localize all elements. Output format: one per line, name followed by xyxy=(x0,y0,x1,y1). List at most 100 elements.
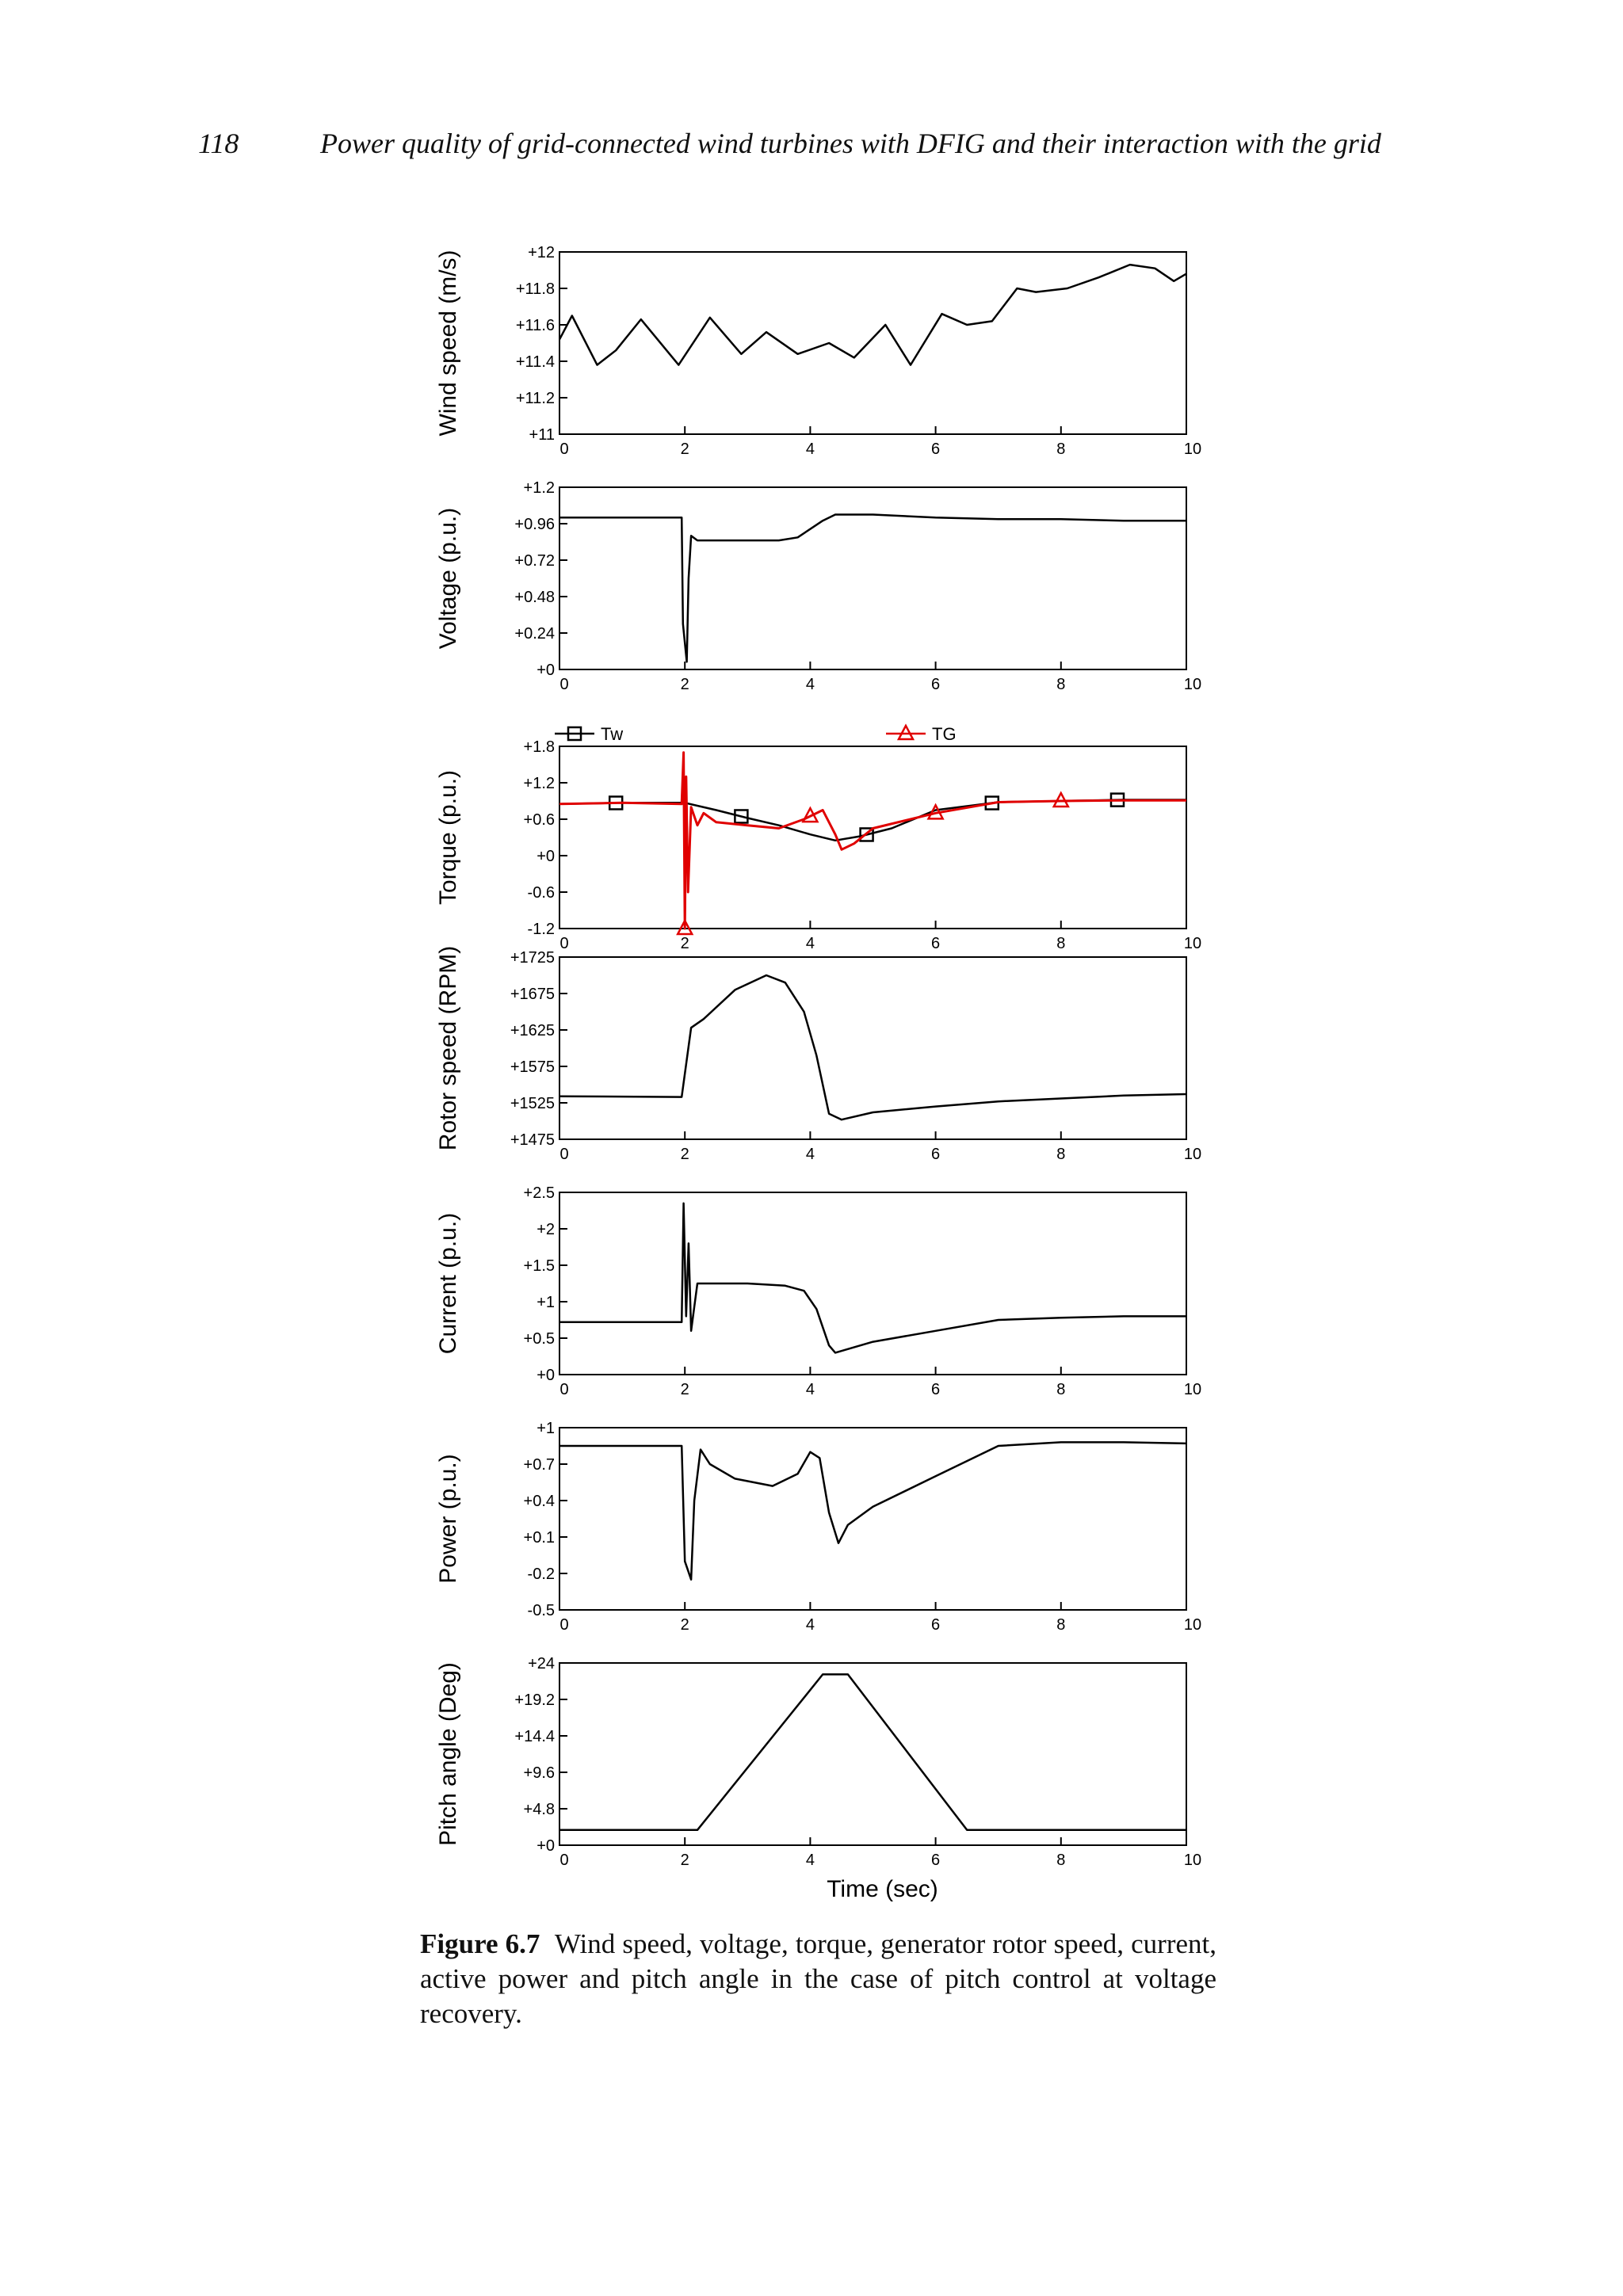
legend-label: TG xyxy=(932,724,957,744)
chart-panel: -0.5 -0.2 +0.1 +0.4 +0.7 +1 0 2 4 6 8 10 Power (p.u.… xyxy=(435,1420,1201,1634)
chart-panel: +0 +0.5 +1 +1.5 +2 +2.5 0 2 4 6 8 10 Current (p.u.) xyxy=(435,1184,1201,1398)
y-tick-label: +0 xyxy=(537,1367,555,1384)
y-axis-label: Voltage (p.u.) xyxy=(435,508,461,649)
x-tick-label: 2 xyxy=(681,441,689,458)
y-tick-label: +0.1 xyxy=(524,1529,555,1547)
plot-frame xyxy=(559,956,1187,1140)
legend-marker-square xyxy=(567,726,582,742)
x-tick-label: 6 xyxy=(931,1616,940,1634)
y-tick-label: +11.6 xyxy=(516,317,555,334)
chart-panel: +1475 +1525 +1575 +1625 +1675 +1725 0 2 4 6 8 10 Rot… xyxy=(435,946,1201,1163)
plot-frame xyxy=(559,746,1187,929)
figure-caption: Figure 6.7 Wind speed, voltage, torque, … xyxy=(420,1927,1216,2031)
x-tick-label: 0 xyxy=(559,1616,568,1634)
x-tick-label: 4 xyxy=(806,935,815,952)
y-tick-label: +1 xyxy=(537,1420,555,1437)
y-tick-label: -0.5 xyxy=(528,1602,555,1619)
series-marker-triangle xyxy=(1052,791,1070,808)
y-tick-label: +2.5 xyxy=(524,1184,555,1202)
y-tick-label: +1 xyxy=(537,1294,555,1311)
y-tick-label: +24 xyxy=(528,1655,555,1672)
plot-frame xyxy=(559,1662,1187,1846)
x-tick-label: 2 xyxy=(681,935,689,952)
y-tick-label: +1525 xyxy=(510,1095,555,1112)
page-number: 118 xyxy=(198,128,239,159)
x-tick-label: 6 xyxy=(931,935,940,952)
y-axis-label: Torque (p.u.) xyxy=(435,770,461,905)
series-marker-square xyxy=(734,809,749,824)
y-tick-label: +11 xyxy=(529,426,555,444)
legend-label: Tw xyxy=(601,724,623,744)
series-line xyxy=(558,263,1187,366)
x-tick-label: 10 xyxy=(1184,1852,1201,1869)
x-tick-label: 10 xyxy=(1184,935,1201,952)
y-tick-label: +0.24 xyxy=(514,625,555,643)
x-tick-label: 10 xyxy=(1184,441,1201,458)
chart-panel: -1.2 -0.6 +0 +0.6 +1.2 +1.8 0 2 4 6 8 10 Torque (p.u… xyxy=(435,723,1201,952)
y-tick-label: +1.5 xyxy=(524,1257,555,1275)
series-line xyxy=(559,513,1186,663)
x-tick-label: 4 xyxy=(806,441,815,458)
x-tick-label: 10 xyxy=(1184,1616,1201,1634)
x-tick-label: 2 xyxy=(681,1852,689,1869)
x-tick-label: 0 xyxy=(559,676,568,693)
x-tick-label: 6 xyxy=(931,1381,940,1398)
series-line xyxy=(559,751,1186,930)
x-tick-label: 2 xyxy=(681,1616,689,1634)
x-tick-label: 8 xyxy=(1056,676,1065,693)
y-tick-label: +0 xyxy=(537,662,555,679)
x-tick-label: 8 xyxy=(1056,935,1065,952)
series-line xyxy=(559,1202,1186,1354)
x-tick-label: 8 xyxy=(1056,1852,1065,1869)
y-tick-label: +1575 xyxy=(510,1058,555,1076)
y-tick-label: +1.8 xyxy=(524,738,555,756)
plot-frame xyxy=(559,251,1187,435)
x-tick-label: 2 xyxy=(681,1381,689,1398)
y-tick-label: +9.6 xyxy=(524,1764,555,1782)
series-line xyxy=(559,974,1187,1121)
y-tick-label: -1.2 xyxy=(528,921,555,938)
y-tick-label: +1475 xyxy=(510,1131,555,1149)
series-marker-square xyxy=(859,827,874,842)
legend-marker-triangle xyxy=(896,723,915,741)
y-tick-label: +0 xyxy=(537,1837,555,1855)
running-title: Power quality of grid-connected wind tur… xyxy=(320,128,1381,159)
x-tick-label: 2 xyxy=(681,676,689,693)
y-tick-label: +1675 xyxy=(510,986,555,1003)
series-marker-triangle xyxy=(926,803,945,820)
chart-panel: +0 +0.24 +0.48 +0.72 +0.96 +1.2 0 2 4 6 8 10 Voltage… xyxy=(435,479,1201,693)
y-tick-label: +1725 xyxy=(510,949,555,967)
x-tick-label: 6 xyxy=(931,441,940,458)
caption-label: Figure 6.7 xyxy=(420,1928,540,1959)
y-tick-label: +1625 xyxy=(510,1022,555,1039)
y-axis-label: Rotor speed (RPM) xyxy=(435,946,461,1150)
y-tick-label: +0.4 xyxy=(524,1493,555,1510)
x-tick-label: 10 xyxy=(1184,1146,1201,1163)
x-tick-label: 4 xyxy=(806,1146,815,1163)
x-tick-label: 2 xyxy=(681,1146,689,1163)
x-tick-label: 8 xyxy=(1056,1146,1065,1163)
series-line xyxy=(559,1673,1186,1832)
y-axis-label: Wind speed (m/s) xyxy=(435,250,461,436)
y-tick-label: -0.2 xyxy=(528,1566,555,1583)
y-tick-label: +12 xyxy=(528,244,555,261)
plot-frame xyxy=(559,1427,1187,1611)
y-axis-label: Pitch angle (Deg) xyxy=(435,1662,461,1846)
x-tick-label: 4 xyxy=(806,1381,815,1398)
y-tick-label: +4.8 xyxy=(524,1801,555,1818)
y-tick-label: +0.5 xyxy=(524,1330,555,1348)
x-tick-label: 4 xyxy=(806,676,815,693)
y-tick-label: +0.6 xyxy=(524,811,555,829)
y-tick-label: +2 xyxy=(537,1221,555,1238)
y-tick-label: +0.7 xyxy=(524,1456,555,1474)
x-tick-label: 6 xyxy=(931,676,940,693)
x-axis-label: Time (sec) xyxy=(827,1876,938,1902)
x-tick-label: 6 xyxy=(931,1852,940,1869)
y-tick-label: +0.96 xyxy=(514,516,555,533)
x-tick-label: 4 xyxy=(806,1852,815,1869)
y-tick-label: +11.2 xyxy=(516,390,555,407)
x-tick-label: 8 xyxy=(1056,441,1065,458)
plot-frame xyxy=(559,486,1187,670)
x-tick-label: 4 xyxy=(806,1616,815,1634)
